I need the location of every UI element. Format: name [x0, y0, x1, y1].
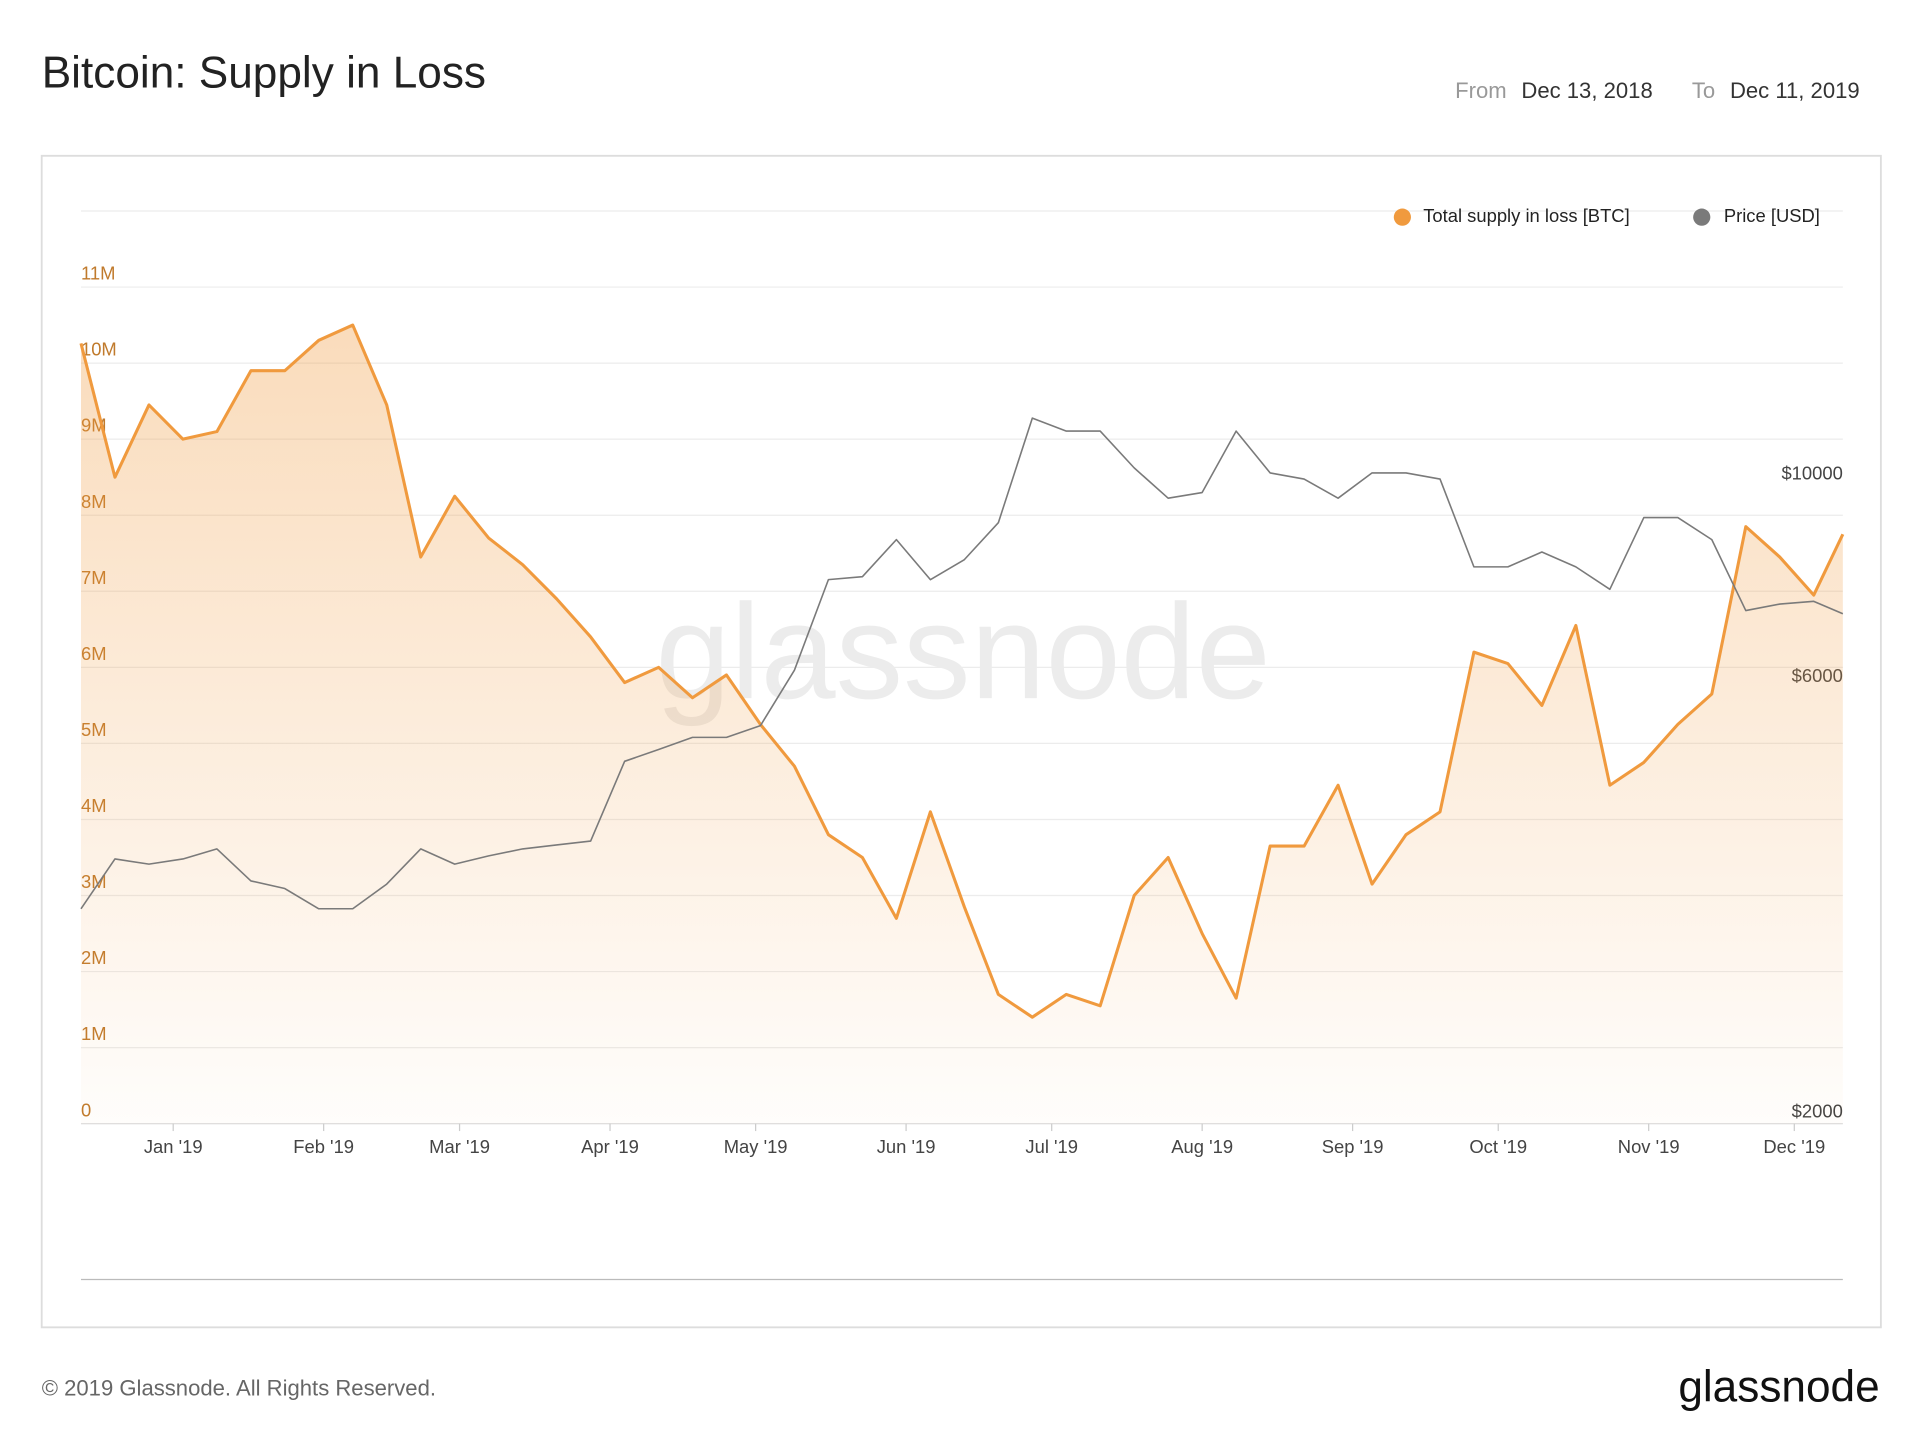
to-date: Dec 11, 2019 [1730, 78, 1860, 103]
legend-marker [1393, 208, 1411, 226]
from-label: From [1455, 78, 1507, 103]
x-tick-label: Mar '19 [429, 1136, 490, 1157]
x-tick-label: Dec '19 [1763, 1136, 1825, 1157]
title: Bitcoin: Supply in Loss [42, 49, 486, 98]
y-tick-label: 10M [81, 339, 117, 360]
x-tick-label: Jul '19 [1025, 1136, 1078, 1157]
x-tick-label: Aug '19 [1171, 1136, 1233, 1157]
series-line [79, 323, 1845, 1019]
x-tick-label: Oct '19 [1469, 1136, 1527, 1157]
x-tick-label: Jan '19 [144, 1136, 203, 1157]
legend-label: Total supply in loss [BTC] [1423, 205, 1629, 226]
watermark: glassnode [656, 576, 1271, 727]
x-tick-label: Sep '19 [1322, 1136, 1384, 1157]
x-tick-label: Apr '19 [581, 1136, 639, 1157]
y2-tick-label: $10000 [1781, 463, 1842, 484]
x-tick-label: May '19 [724, 1136, 788, 1157]
x-tick-label: Jun '19 [877, 1136, 936, 1157]
legend-label: Price [USD] [1724, 205, 1820, 226]
y-tick-label: 11M [81, 263, 115, 284]
copyright: © 2019 Glassnode. All Rights Reserved. [42, 1376, 436, 1401]
series-line [80, 417, 1844, 910]
plot: 01M2M3M4M5M6M7M8M9M10M11M$2000$6000$1000… [79, 205, 1845, 1157]
x-tick-label: Feb '19 [293, 1136, 354, 1157]
x-tick-label: Nov '19 [1618, 1136, 1680, 1157]
to-label: To [1692, 78, 1715, 103]
logo: glassnode [1678, 1363, 1879, 1412]
from-date: Dec 13, 2018 [1521, 78, 1652, 103]
legend-marker [1693, 208, 1711, 226]
area-fill [80, 325, 1843, 1124]
